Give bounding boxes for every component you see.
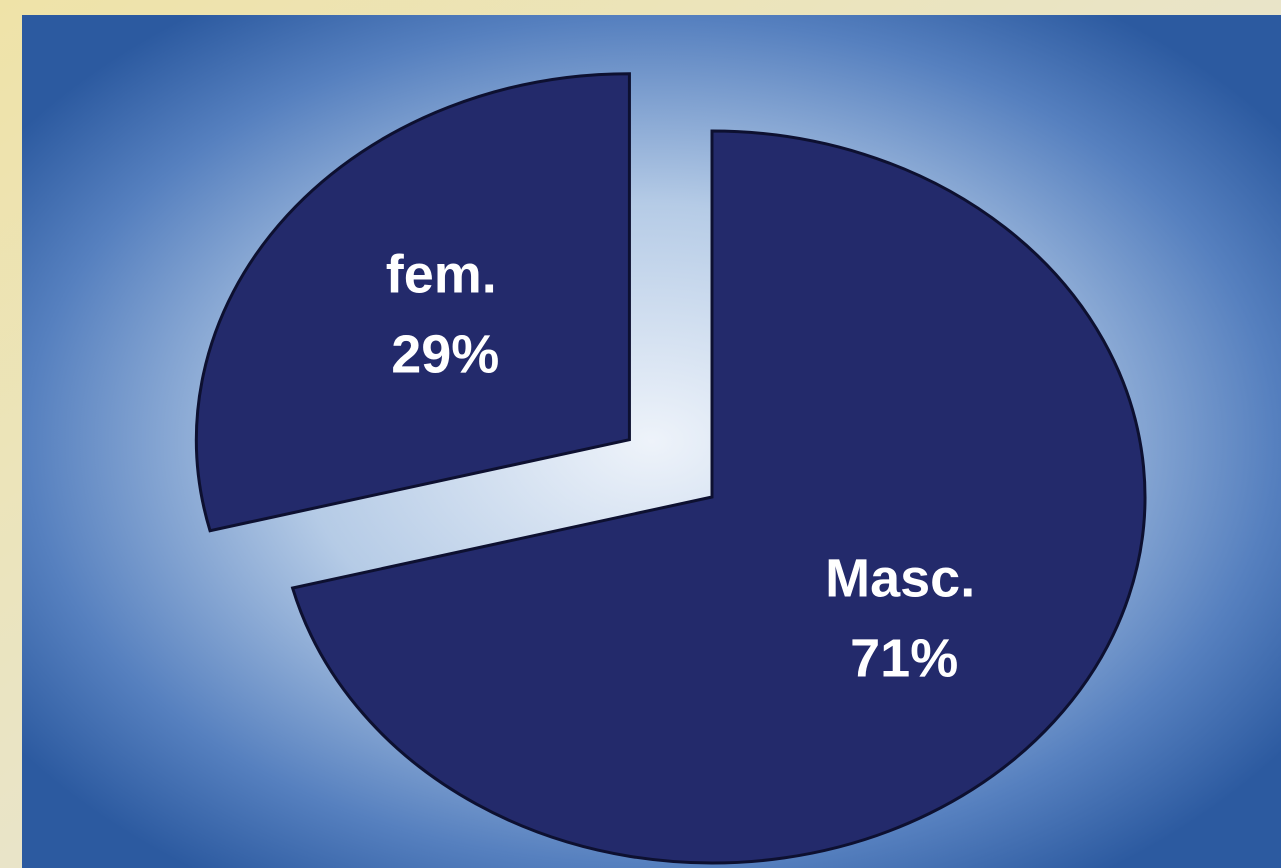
slice-label: Masc. (825, 549, 975, 609)
slice-value-label: 29% (391, 325, 499, 385)
pie: Masc. 71% fem. 29% (194, 72, 1147, 865)
pie-slice (290, 129, 1147, 865)
slice-value-label: 71% (850, 629, 958, 689)
pie-slice (194, 72, 631, 533)
slice-label: fem. (386, 245, 497, 305)
